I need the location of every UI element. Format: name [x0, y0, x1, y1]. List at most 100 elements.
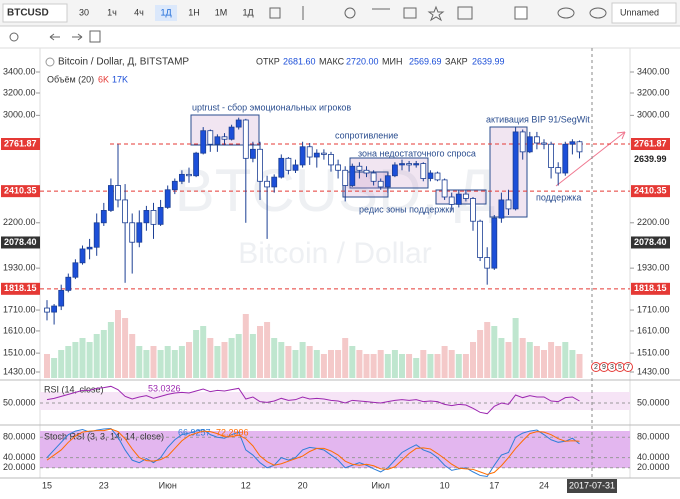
candle-body: [328, 154, 334, 166]
price-label-box: [1, 185, 40, 198]
volume-bar: [562, 342, 569, 378]
volume-bar: [328, 350, 334, 378]
candle-body: [44, 307, 50, 313]
price-label: 2410.35: [4, 186, 37, 196]
candle-body: [484, 257, 491, 269]
volume-bar: [100, 330, 107, 378]
event-label[interactable]: 5: [618, 364, 622, 371]
symbol[interactable]: BTCUSD: [7, 8, 49, 19]
candle-body: [363, 169, 370, 174]
icon[interactable]: [72, 33, 83, 41]
y-tick-label: 1930.00: [3, 263, 36, 273]
trend-line: [555, 131, 626, 187]
interval[interactable]: 4ч: [134, 7, 144, 17]
icon[interactable]: [403, 7, 417, 19]
volume-bar: [58, 350, 65, 378]
volume-bar: [86, 342, 93, 378]
volume-bar: [207, 338, 214, 378]
y-tick-label: 3000.00: [3, 110, 36, 120]
y-tick-label: 1430.00: [637, 366, 670, 376]
candle-body: [271, 176, 278, 188]
icon[interactable]: [9, 32, 19, 42]
candle-body: [335, 164, 342, 171]
volume-bar: [548, 342, 555, 378]
volume-bar: [370, 354, 377, 378]
volume-bar: [235, 334, 242, 378]
price-label-box: [631, 282, 670, 295]
icon[interactable]: [557, 7, 575, 19]
event-label[interactable]: 9: [602, 364, 606, 371]
price-label: 1818.15: [634, 283, 667, 293]
volume-bar: [569, 350, 576, 378]
ohlc-value: 2569.69: [409, 56, 442, 66]
price-marker-box: [631, 236, 670, 249]
interval-active[interactable]: [155, 5, 177, 21]
volume-bar: [257, 326, 263, 378]
volume-bar: [484, 322, 491, 378]
icon[interactable]: [49, 33, 60, 41]
trend-arrow: [616, 131, 626, 140]
candle-body: [526, 136, 533, 153]
volume-bar: [448, 350, 455, 378]
candle-body: [264, 180, 271, 188]
candle-body: [58, 289, 65, 307]
legend-icon[interactable]: [45, 57, 55, 67]
icon[interactable]: [589, 7, 607, 19]
event-label[interactable]: 2: [594, 364, 598, 371]
icon[interactable]: [269, 7, 281, 19]
watermark: Bitcoin / Dollar: [238, 237, 431, 270]
icon[interactable]: [344, 7, 356, 19]
candle-body: [313, 152, 320, 158]
candle-body: [306, 146, 313, 158]
volume-bar: [512, 318, 519, 378]
event-bubble[interactable]: [623, 362, 633, 372]
symbol-box[interactable]: [2, 3, 68, 23]
ohlc-name: ЗАКР: [445, 56, 468, 66]
volume-legend-value: 17K: [112, 74, 128, 84]
volume-bar: [576, 354, 583, 378]
candle-body: [292, 164, 299, 171]
price-label: 2761.87: [4, 138, 37, 148]
y-tick-label: 1510.00: [637, 348, 670, 358]
volume-bar: [306, 346, 313, 378]
y-tick-label: 20.0000: [3, 462, 36, 472]
price-label-box: [631, 185, 670, 198]
volume-bar: [477, 330, 484, 378]
interval[interactable]: 1ч: [107, 7, 117, 17]
event-label[interactable]: 3: [610, 364, 614, 371]
x-tick-label: 12: [241, 480, 251, 490]
y-tick-label: 1430.00: [3, 366, 36, 376]
candle-body: [72, 262, 79, 278]
interval[interactable]: 30: [79, 7, 89, 17]
ohlc-value: 2681.60: [283, 56, 316, 66]
icon[interactable]: [514, 6, 528, 20]
price-marker-label: 2078.40: [4, 237, 37, 247]
event-label[interactable]: 7: [626, 364, 630, 371]
volume-bar: [519, 338, 526, 378]
volume-bar: [555, 346, 562, 378]
volume-bar: [399, 354, 405, 378]
volume-bar: [299, 342, 306, 378]
interval[interactable]: 1Д: [242, 7, 253, 17]
candle-body: [207, 130, 214, 145]
volume-bar: [65, 346, 72, 378]
candle-body: [200, 130, 207, 154]
volume-bar: [498, 338, 505, 378]
ohlc-name: МИН: [382, 56, 402, 66]
interval[interactable]: 1Д: [160, 7, 171, 17]
volume-bar: [93, 334, 100, 378]
volume-bar: [391, 350, 398, 378]
candle-body: [427, 172, 434, 179]
interval[interactable]: 1М: [215, 7, 228, 17]
price-label-box: [1, 282, 40, 295]
icon[interactable]: [457, 6, 473, 20]
icon[interactable]: [89, 30, 101, 43]
layout-name[interactable]: Unnamed: [620, 7, 659, 17]
x-tick-label: 15: [42, 480, 52, 490]
candle-body: [249, 148, 256, 159]
candle-body: [115, 185, 121, 201]
x-tick-label: Июл: [372, 480, 390, 490]
icon[interactable]: [427, 5, 445, 22]
interval[interactable]: 1Н: [188, 7, 200, 17]
layout-box[interactable]: [611, 2, 677, 24]
